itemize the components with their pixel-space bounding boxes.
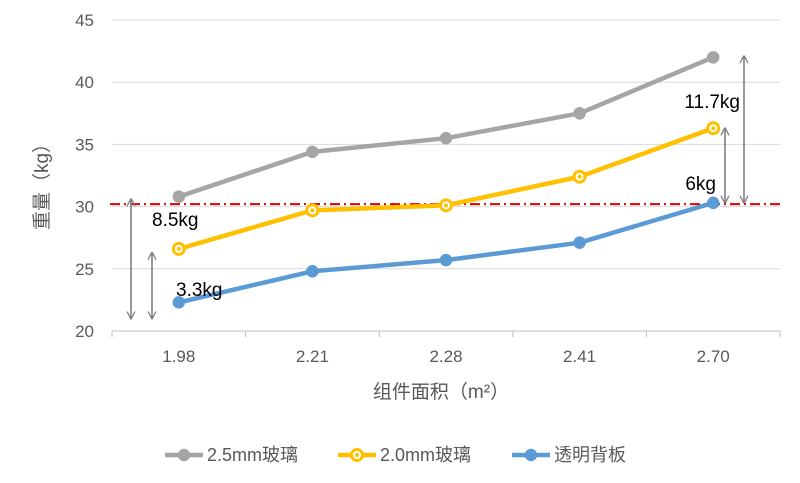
series-group <box>171 51 721 309</box>
data-point <box>706 196 720 210</box>
legend-marker-center <box>355 453 359 457</box>
x-tick-label: 2.70 <box>697 347 730 366</box>
y-tick-label: 40 <box>75 73 94 92</box>
x-tick-label: 1.98 <box>162 347 195 366</box>
y-axis-title: 重量（kg） <box>31 134 53 230</box>
y-tick-label: 20 <box>75 322 94 341</box>
difference-label: 11.7kg <box>684 92 740 113</box>
y-tick-label: 35 <box>75 135 94 154</box>
x-axis-title: 组件面积（m²） <box>373 381 509 403</box>
data-point <box>306 145 319 159</box>
x-tick-label: 2.21 <box>296 347 329 366</box>
legend-marker <box>177 448 191 462</box>
data-point <box>573 107 586 120</box>
data-point <box>439 131 453 145</box>
legend-label: 透明背板 <box>554 445 626 465</box>
annotation-group: 8.5kg 3.3kg 11.7kg 6kg <box>131 56 744 318</box>
difference-label: 8.5kg <box>152 210 198 231</box>
data-point-center <box>310 208 315 213</box>
data-point-center <box>444 203 448 208</box>
data-point <box>172 296 186 309</box>
difference-label: 6kg <box>685 174 716 195</box>
series-line <box>176 55 716 199</box>
y-tick-label: 30 <box>75 198 94 217</box>
difference-label: 3.3kg <box>176 280 222 301</box>
series-line <box>176 200 716 305</box>
data-point-center <box>176 246 181 251</box>
legend-marker <box>524 448 538 462</box>
data-point <box>706 51 720 64</box>
x-tick-label: 2.41 <box>563 347 596 366</box>
y-tick-label: 45 <box>75 11 94 30</box>
x-tick-label: 2.28 <box>429 347 462 366</box>
y-tick-label: 25 <box>75 260 94 279</box>
legend-label: 2.0mm玻璃 <box>380 445 471 465</box>
series-line <box>176 125 716 252</box>
data-point <box>306 265 319 278</box>
data-point <box>573 236 586 249</box>
axes: 20 25 30 35 40 45 1.98 2.21 2.28 2.41 2.70 <box>75 11 781 366</box>
data-point <box>439 253 453 267</box>
legend: 2.5mm玻璃 2.0mm玻璃 透明背板 <box>165 445 626 465</box>
data-point <box>172 190 186 203</box>
data-point-center <box>711 126 716 131</box>
legend-label: 2.5mm玻璃 <box>207 445 298 465</box>
data-point-center <box>577 174 582 179</box>
